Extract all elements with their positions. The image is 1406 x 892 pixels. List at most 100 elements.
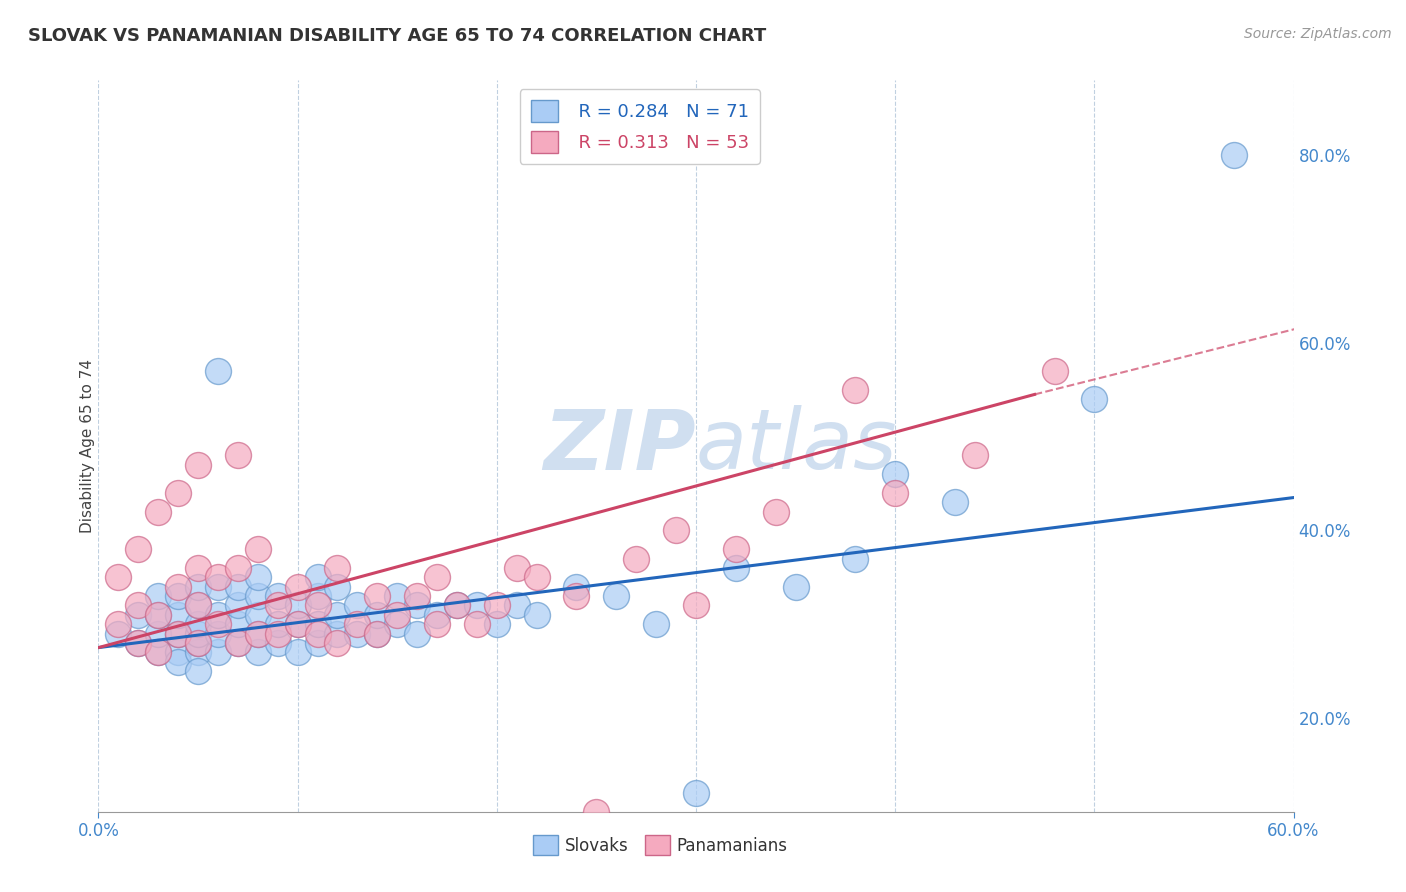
- Point: [107, 570, 129, 584]
- Point: [626, 551, 648, 566]
- Point: [148, 589, 170, 603]
- Point: [287, 580, 309, 594]
- Point: [187, 599, 209, 613]
- Point: [485, 617, 508, 632]
- Point: [187, 664, 209, 678]
- Point: [526, 570, 548, 584]
- Point: [943, 495, 966, 509]
- Point: [167, 580, 190, 594]
- Point: [346, 626, 368, 640]
- Point: [326, 607, 349, 622]
- Point: [127, 599, 149, 613]
- Y-axis label: Disability Age 65 to 74: Disability Age 65 to 74: [80, 359, 94, 533]
- Point: [187, 636, 209, 650]
- Point: [485, 599, 508, 613]
- Point: [406, 599, 429, 613]
- Legend: Slovaks, Panamanians: Slovaks, Panamanians: [526, 829, 794, 862]
- Point: [366, 589, 388, 603]
- Point: [526, 607, 548, 622]
- Point: [226, 599, 249, 613]
- Point: [366, 626, 388, 640]
- Point: [884, 467, 907, 482]
- Point: [426, 607, 449, 622]
- Point: [167, 486, 190, 500]
- Point: [565, 580, 588, 594]
- Point: [226, 580, 249, 594]
- Point: [963, 449, 986, 463]
- Point: [685, 599, 707, 613]
- Point: [326, 636, 349, 650]
- Text: SLOVAK VS PANAMANIAN DISABILITY AGE 65 TO 74 CORRELATION CHART: SLOVAK VS PANAMANIAN DISABILITY AGE 65 T…: [28, 27, 766, 45]
- Point: [187, 580, 209, 594]
- Point: [785, 580, 807, 594]
- Point: [246, 626, 269, 640]
- Point: [207, 617, 229, 632]
- Point: [1223, 148, 1246, 162]
- Point: [465, 617, 488, 632]
- Point: [426, 570, 449, 584]
- Point: [167, 589, 190, 603]
- Point: [685, 786, 707, 800]
- Point: [287, 599, 309, 613]
- Point: [506, 561, 529, 575]
- Point: [1083, 392, 1105, 406]
- Point: [127, 636, 149, 650]
- Point: [246, 542, 269, 557]
- Point: [605, 589, 627, 603]
- Point: [207, 626, 229, 640]
- Point: [226, 617, 249, 632]
- Point: [446, 599, 468, 613]
- Point: [506, 599, 529, 613]
- Point: [446, 599, 468, 613]
- Point: [385, 607, 409, 622]
- Point: [1043, 364, 1066, 378]
- Point: [187, 599, 209, 613]
- Point: [207, 645, 229, 659]
- Point: [426, 617, 449, 632]
- Point: [148, 645, 170, 659]
- Point: [385, 617, 409, 632]
- Point: [148, 626, 170, 640]
- Point: [226, 561, 249, 575]
- Point: [107, 626, 129, 640]
- Point: [167, 626, 190, 640]
- Point: [326, 580, 349, 594]
- Point: [187, 636, 209, 650]
- Point: [585, 805, 607, 819]
- Point: [465, 599, 488, 613]
- Point: [307, 626, 329, 640]
- Point: [645, 617, 668, 632]
- Point: [127, 636, 149, 650]
- Point: [307, 599, 329, 613]
- Point: [246, 570, 269, 584]
- Point: [287, 617, 309, 632]
- Point: [226, 636, 249, 650]
- Point: [326, 561, 349, 575]
- Text: atlas: atlas: [696, 406, 897, 486]
- Point: [148, 607, 170, 622]
- Point: [406, 626, 429, 640]
- Point: [307, 589, 329, 603]
- Text: ZIP: ZIP: [543, 406, 696, 486]
- Point: [346, 617, 368, 632]
- Point: [167, 626, 190, 640]
- Point: [326, 626, 349, 640]
- Point: [267, 599, 290, 613]
- Point: [246, 607, 269, 622]
- Point: [844, 383, 866, 397]
- Point: [127, 607, 149, 622]
- Point: [207, 607, 229, 622]
- Point: [307, 617, 329, 632]
- Point: [148, 607, 170, 622]
- Point: [207, 364, 229, 378]
- Point: [724, 561, 747, 575]
- Point: [385, 589, 409, 603]
- Point: [127, 542, 149, 557]
- Point: [187, 458, 209, 472]
- Point: [884, 486, 907, 500]
- Point: [207, 570, 229, 584]
- Point: [665, 524, 688, 538]
- Point: [307, 570, 329, 584]
- Point: [246, 645, 269, 659]
- Point: [148, 505, 170, 519]
